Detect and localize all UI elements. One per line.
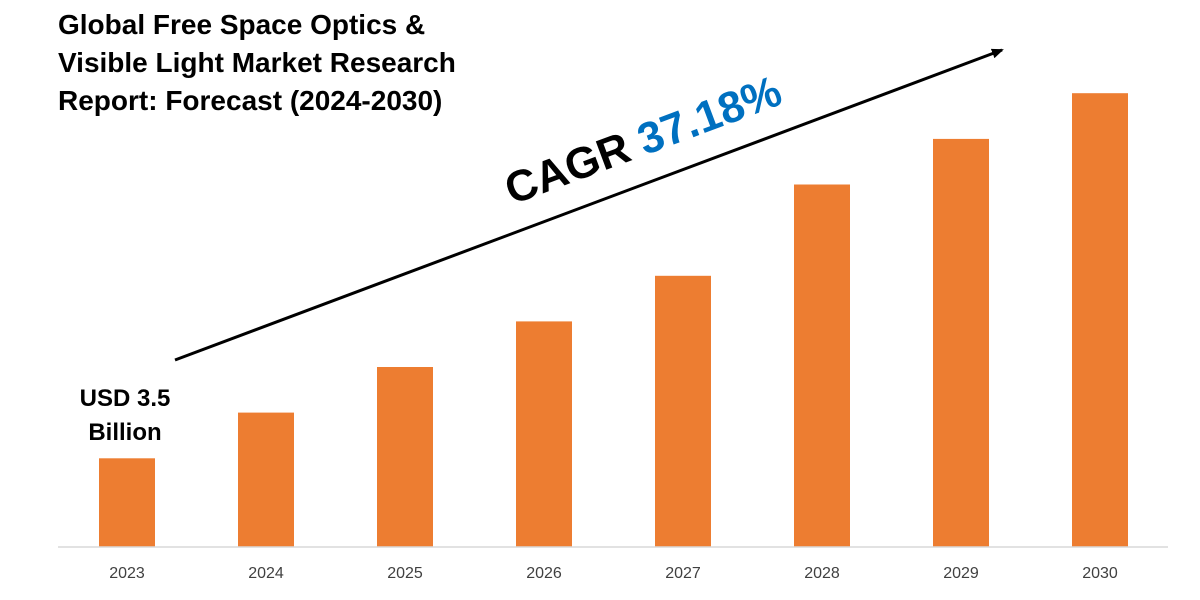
bar-2024 — [238, 412, 294, 547]
bar-2028 — [794, 184, 850, 547]
x-tick-label-2026: 2026 — [526, 565, 562, 582]
x-tick-label-2025: 2025 — [387, 565, 423, 582]
bars-group — [99, 93, 1128, 547]
bar-2023 — [99, 458, 155, 547]
bar-2026 — [516, 321, 572, 547]
bar-2029 — [933, 138, 989, 547]
bar-2030 — [1072, 93, 1128, 547]
x-tick-label-2029: 2029 — [943, 565, 979, 582]
cagr-value: 37.18% — [631, 67, 788, 165]
chart-title: Global Free Space Optics & Visible Light… — [58, 9, 456, 116]
x-tick-labels: 2023 2024 2025 2026 2027 2028 2029 2030 — [109, 565, 1118, 582]
x-tick-label-2024: 2024 — [248, 565, 284, 582]
cagr-prefix: CAGR — [498, 119, 648, 215]
bar-2025 — [377, 367, 433, 547]
x-tick-label-2030: 2030 — [1082, 565, 1118, 582]
bar-2027 — [655, 275, 711, 547]
cagr-trend-arrow — [174, 48, 1004, 362]
x-tick-label-2028: 2028 — [804, 565, 840, 582]
x-tick-label-2023: 2023 — [109, 565, 145, 582]
x-tick-label-2027: 2027 — [665, 565, 701, 582]
cagr-annotation: CAGR 37.18% — [498, 67, 788, 215]
start-value-label: USD 3.5 Billion — [79, 385, 171, 446]
